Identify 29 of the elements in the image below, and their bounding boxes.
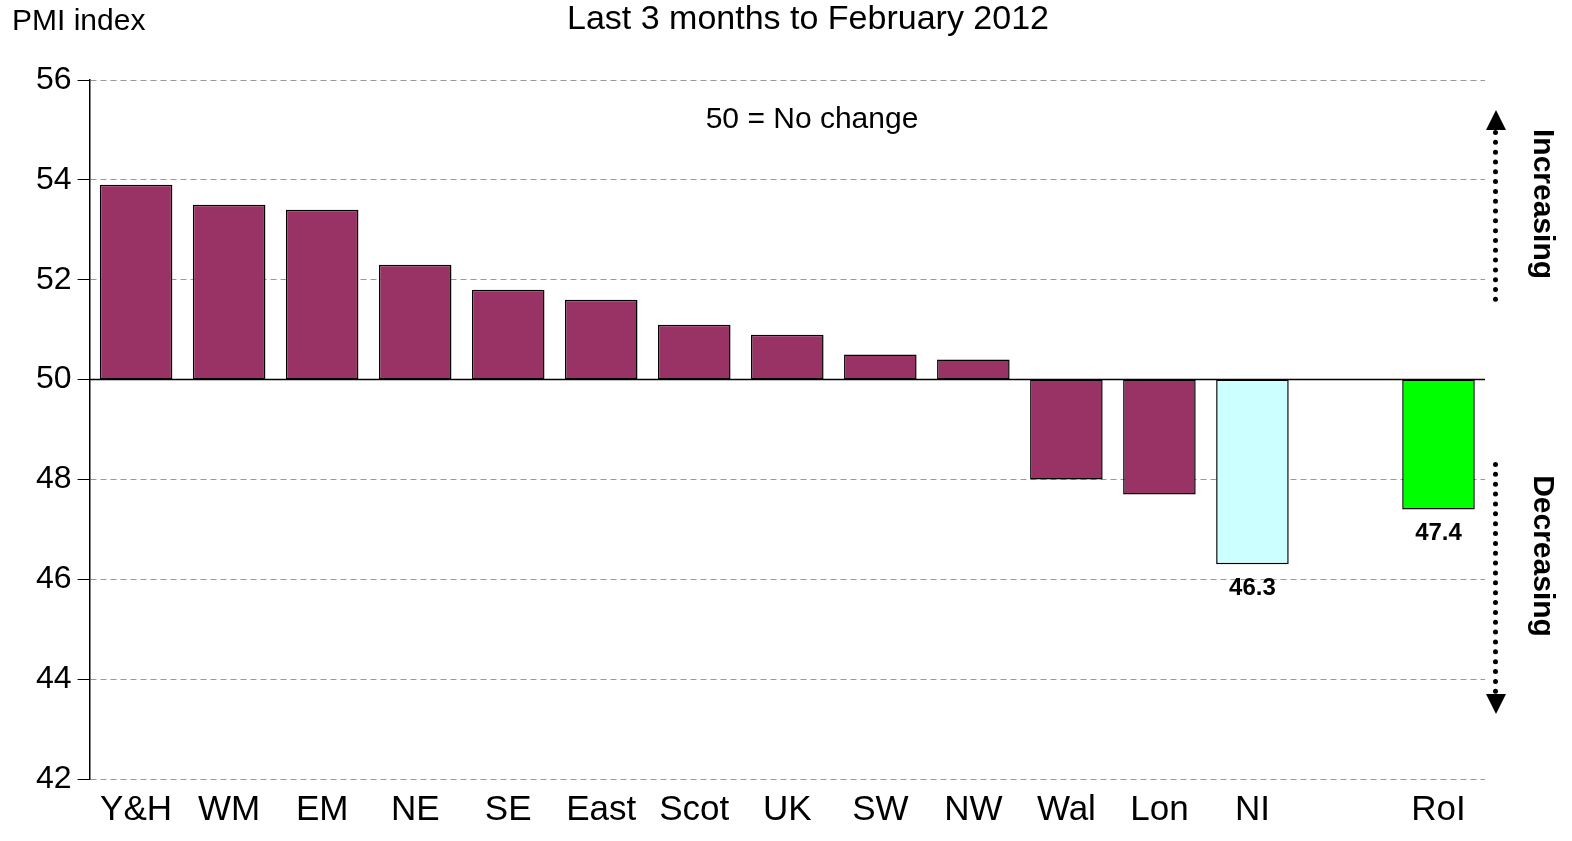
x-tick-label: NI bbox=[1234, 787, 1270, 827]
y-tick-label: 48 bbox=[36, 459, 72, 496]
y-tick-label: 42 bbox=[36, 758, 72, 795]
chart-title: Last 3 months to February 2012 bbox=[567, 0, 1049, 37]
x-tick-label: SW bbox=[852, 787, 909, 827]
annotation: 50 = No change bbox=[705, 101, 919, 135]
x-tick-label: UK bbox=[762, 787, 812, 827]
x-tick-label: EM bbox=[295, 787, 349, 827]
x-tick-label: NE bbox=[390, 787, 440, 827]
x-tick-label: WM bbox=[198, 787, 261, 827]
x-tick-label: Lon bbox=[1130, 787, 1189, 827]
y-tick-label: 50 bbox=[36, 359, 72, 396]
x-tick-label: Scot bbox=[659, 787, 730, 827]
x-tick-label: NW bbox=[944, 787, 1003, 827]
y-tick-label: 54 bbox=[36, 159, 72, 196]
data-label: 47.4 bbox=[1415, 518, 1463, 546]
x-tick-label: RoI bbox=[1411, 787, 1466, 827]
y-tick-label: 46 bbox=[36, 559, 72, 596]
x-tick-label: SE bbox=[484, 787, 532, 827]
x-tick-label: Y&H bbox=[100, 787, 173, 827]
text: Decreasing bbox=[1527, 475, 1561, 637]
data-label: 46.3 bbox=[1229, 572, 1276, 600]
y-tick-label: 44 bbox=[36, 658, 72, 695]
x-tick-label: Wal bbox=[1036, 787, 1096, 827]
x-tick-label: East bbox=[566, 787, 637, 827]
y-axis-title: PMI index bbox=[12, 3, 146, 37]
y-tick-label: 52 bbox=[36, 259, 72, 296]
y-tick-label: 56 bbox=[36, 59, 72, 96]
text: Increasing bbox=[1527, 128, 1561, 280]
